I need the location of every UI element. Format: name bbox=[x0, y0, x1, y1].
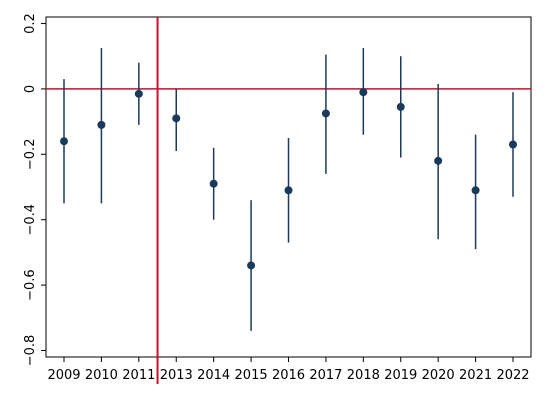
x-tick-label: 2022 bbox=[496, 368, 529, 383]
x-tick-label: 2019 bbox=[384, 368, 417, 383]
data-point bbox=[471, 186, 480, 195]
x-tick-label: 2020 bbox=[422, 368, 455, 383]
data-point bbox=[247, 261, 256, 270]
x-tick-label: 2018 bbox=[347, 368, 380, 383]
x-tick-label: 2021 bbox=[459, 368, 492, 383]
y-tick-label: 0 bbox=[23, 85, 38, 93]
x-tick-label: 2015 bbox=[235, 368, 268, 383]
y-tick-label: −0.4 bbox=[23, 204, 38, 236]
x-tick-label: 2013 bbox=[160, 368, 193, 383]
x-tick-label: 2016 bbox=[272, 368, 305, 383]
y-tick-label: −0.6 bbox=[23, 269, 38, 301]
data-point bbox=[284, 186, 293, 195]
data-point bbox=[209, 179, 218, 188]
data-point bbox=[321, 109, 330, 118]
x-tick-label: 2010 bbox=[85, 368, 118, 383]
x-tick-label: 2017 bbox=[309, 368, 342, 383]
data-point bbox=[172, 114, 181, 123]
data-point bbox=[396, 102, 405, 111]
data-point bbox=[97, 120, 106, 129]
x-tick-label: 2011 bbox=[122, 368, 155, 383]
x-tick-label: 2014 bbox=[197, 368, 230, 383]
x-tick-label: 2009 bbox=[47, 368, 80, 383]
data-point bbox=[434, 156, 443, 165]
y-tick-label: 0.2 bbox=[23, 13, 38, 34]
data-point bbox=[134, 89, 143, 98]
y-tick-label: −0.2 bbox=[23, 139, 38, 171]
data-point bbox=[509, 140, 517, 149]
data-point bbox=[60, 137, 68, 146]
data-point bbox=[359, 88, 368, 97]
y-tick-label: −0.8 bbox=[23, 335, 38, 367]
